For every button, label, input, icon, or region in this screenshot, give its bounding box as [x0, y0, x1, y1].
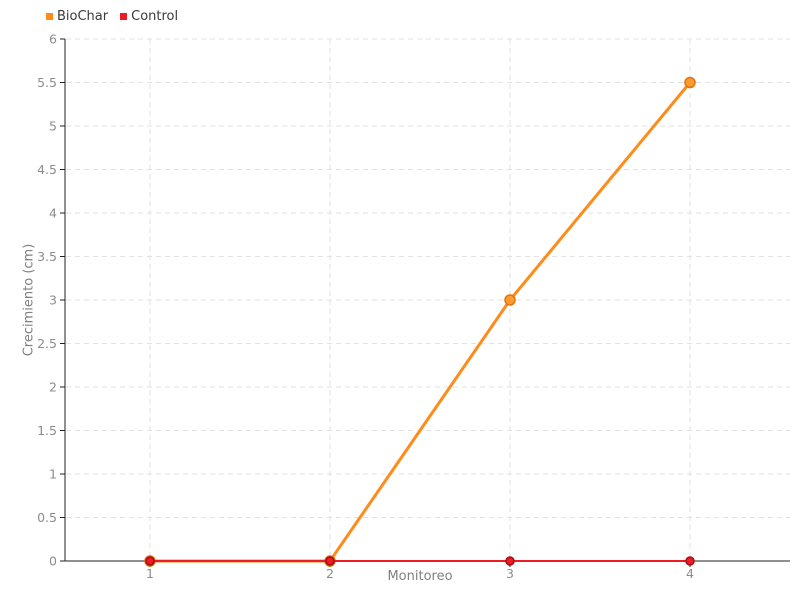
marker-biochar-3	[504, 294, 516, 306]
legend-label-biochar: BioChar	[57, 9, 109, 24]
legend: BioChar Control	[46, 9, 178, 24]
series-line-biochar	[148, 81, 692, 563]
x-tick-label: 3	[506, 566, 514, 581]
x-tick-label: 1	[146, 566, 154, 581]
y-tick-label: 3.5	[37, 249, 57, 264]
y-tick-label: 4	[49, 205, 57, 220]
legend-swatch-control-icon	[120, 13, 128, 20]
y-tick-label: 6	[49, 31, 57, 46]
x-axis-label: Monitoreo	[387, 569, 453, 584]
y-tick-label: 0.5	[37, 510, 57, 525]
marker-control-1	[145, 556, 155, 566]
marker-control-4	[685, 556, 695, 566]
legend-swatch-biochar-icon	[46, 13, 53, 20]
y-tick-label: 3	[49, 292, 57, 307]
y-tick-label: 5.5	[37, 75, 57, 90]
x-tick-label: 4	[686, 566, 694, 581]
y-tick-label: 1	[49, 466, 57, 481]
legend-item-control[interactable]: Control	[120, 9, 178, 24]
legend-item-biochar[interactable]: BioChar	[46, 9, 108, 24]
y-tick-label: 1.5	[37, 423, 57, 438]
legend-label-control: Control	[131, 9, 179, 24]
marker-biochar-4	[684, 76, 696, 89]
y-tick-label: 0	[49, 553, 57, 568]
y-tick-label: 4.5	[37, 162, 57, 177]
y-tick-label: 5	[49, 118, 57, 133]
y-axis-label: Crecimiento (cm)	[21, 243, 37, 357]
y-tick-label: 2.5	[37, 336, 57, 351]
x-tick-label: 2	[326, 566, 334, 581]
marker-control-2	[325, 556, 335, 566]
marker-control-3	[505, 556, 515, 566]
y-tick-label: 2	[49, 379, 57, 394]
